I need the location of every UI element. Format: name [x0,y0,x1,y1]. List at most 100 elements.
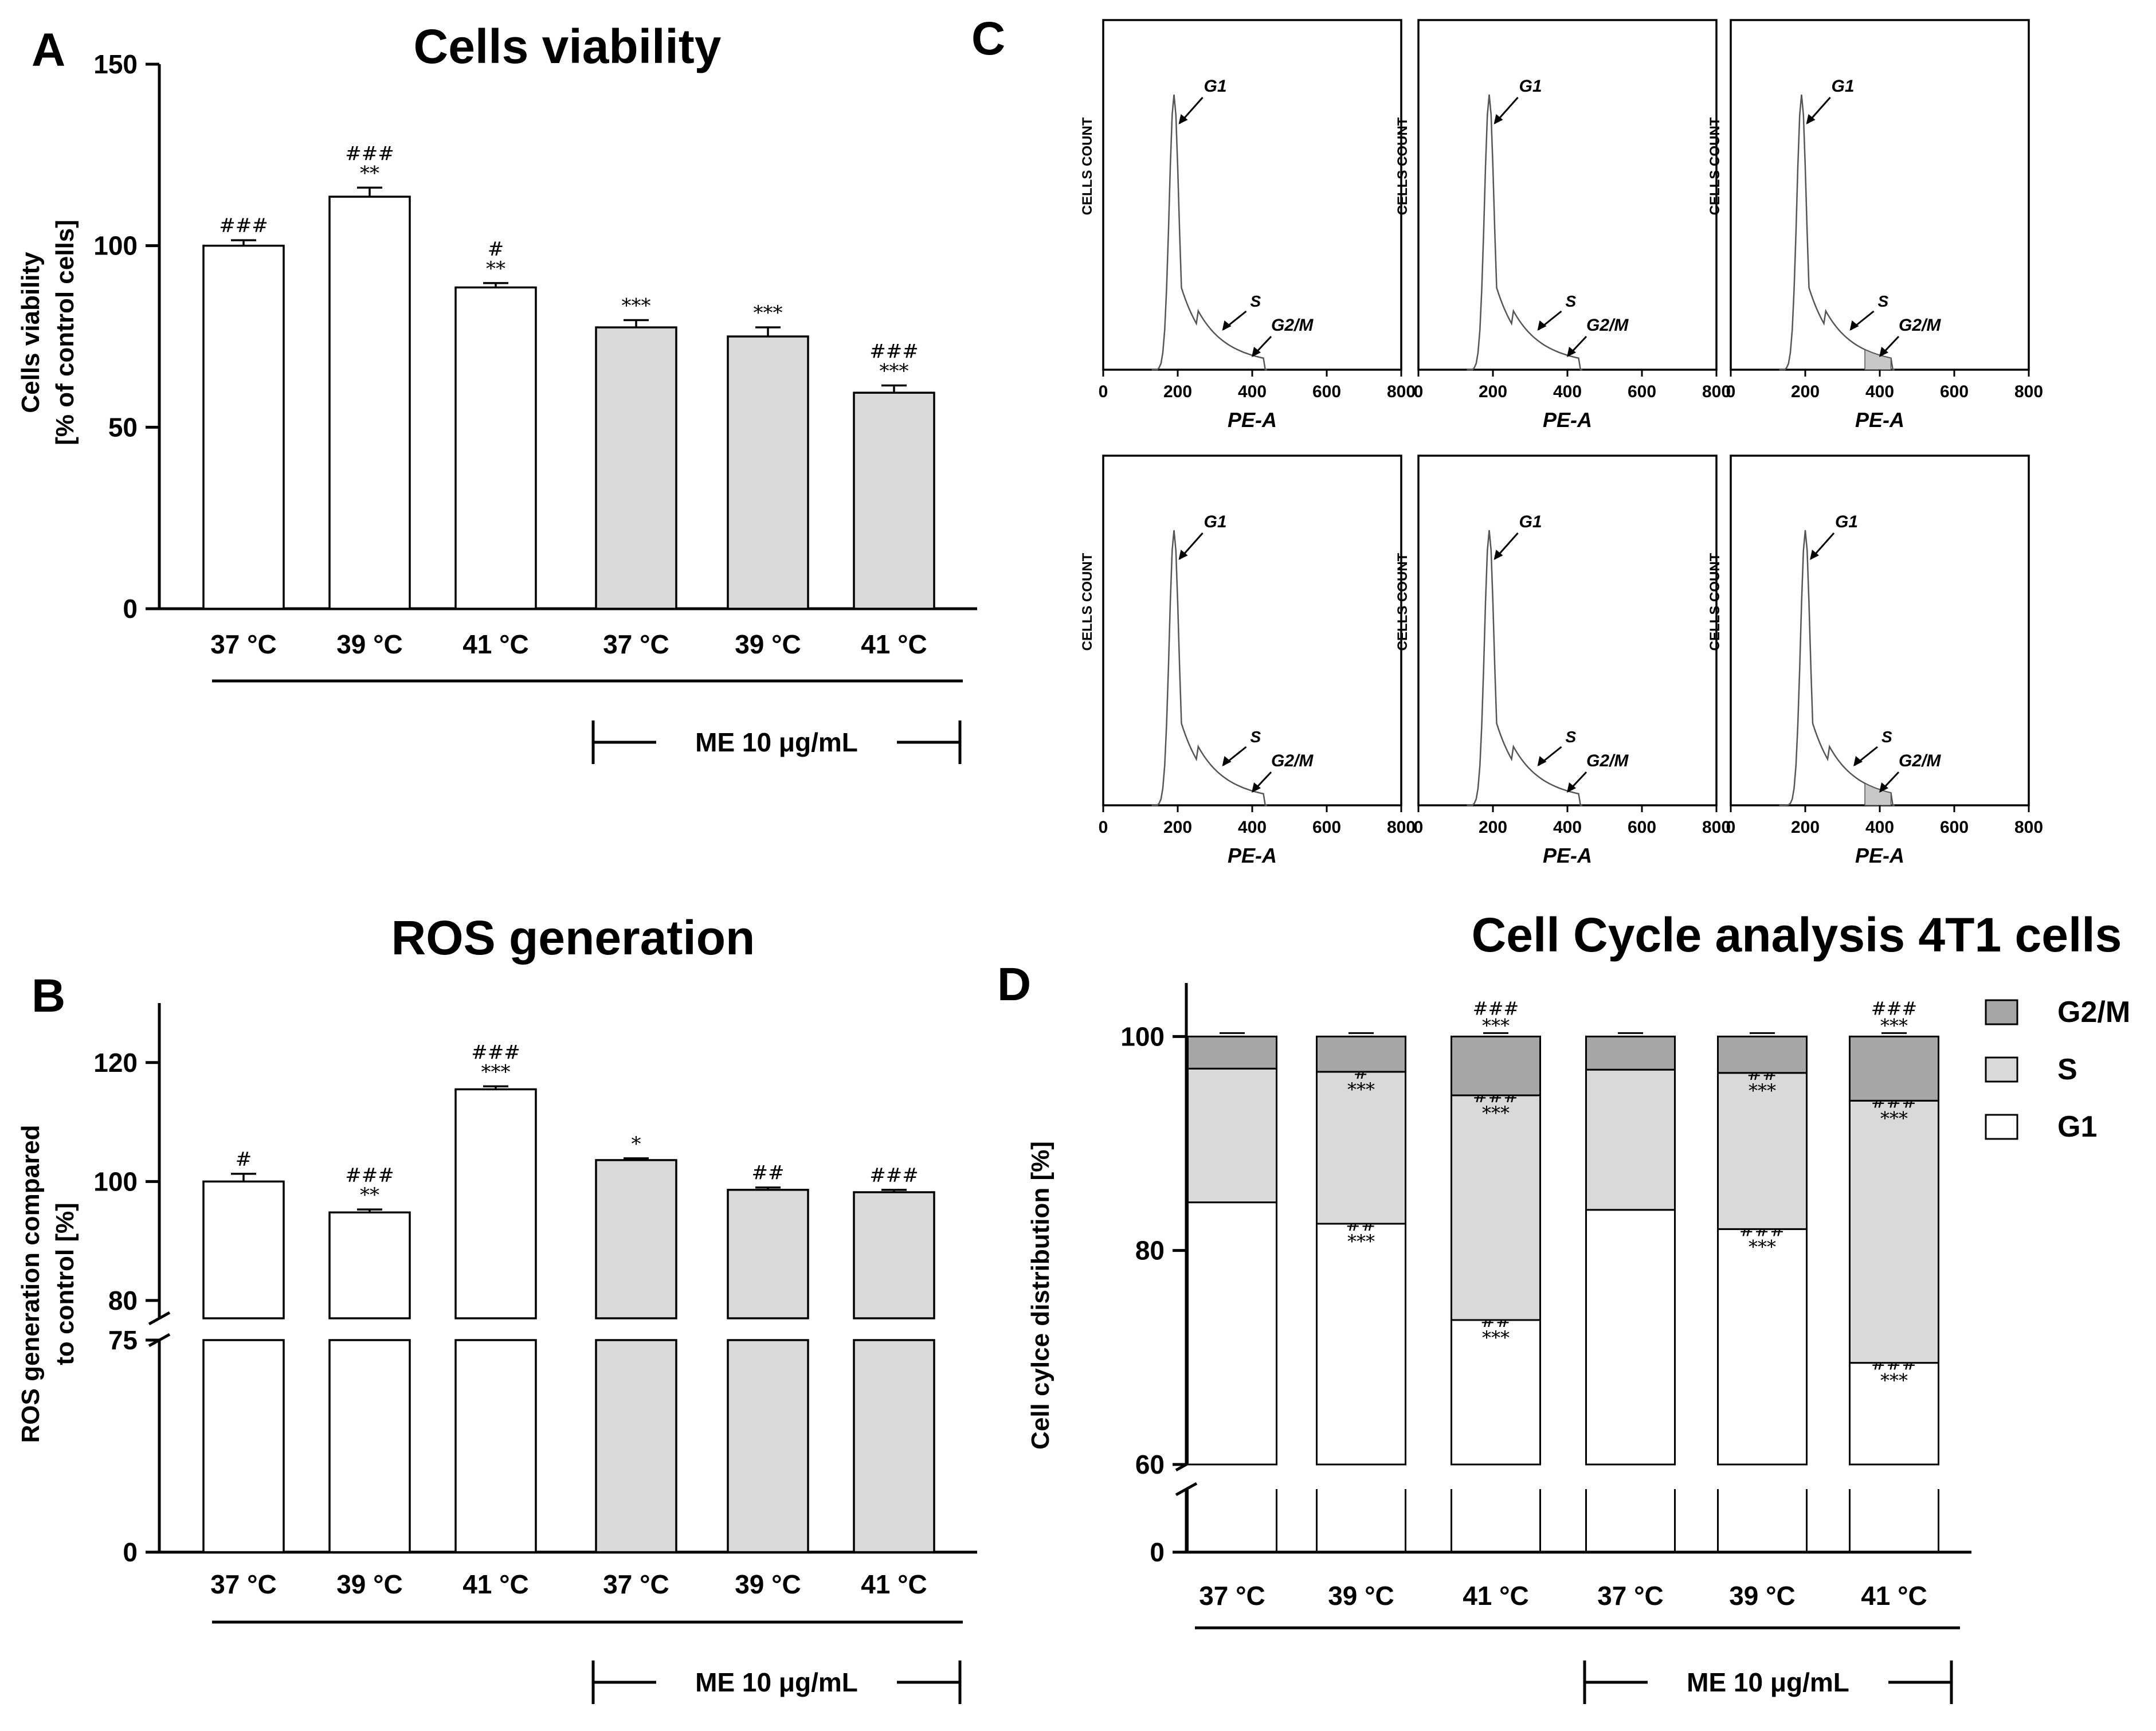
axis-break-mark [1175,1482,1198,1497]
significance-mark: ### [1473,997,1519,1019]
histogram-curve [1151,530,1267,806]
bar-upper [328,1211,411,1319]
x-tick-label: 39 °C [336,1569,403,1599]
significance-mark: ### [869,340,918,363]
y-tick-label: 80 [1135,1236,1165,1266]
chart-a-ylabel-1: Cells viability [17,252,45,413]
g1-arrowhead [1178,550,1188,560]
bar-upper [853,1191,935,1319]
x-tick-label: 41 °C [861,1569,927,1599]
significance-mark: ** [360,162,379,185]
x-tick-label: 39 °C [1729,1581,1796,1611]
x-tick-label: 200 [1479,382,1507,401]
y-tick-label: 80 [108,1286,138,1315]
bar-upper [454,1088,537,1319]
s-label: S [1566,292,1577,310]
bar [328,195,411,610]
x-tick-label: 800 [2014,382,2043,401]
bar [727,335,809,610]
x-tick-label: 200 [1163,382,1192,401]
stack-segment-s [1717,1072,1808,1230]
legend-swatch [1985,1056,2018,1083]
histogram-curve [1779,530,1895,806]
plot-frame [1102,19,1402,371]
y-tick-label: 50 [108,412,138,442]
s-label: S [1878,292,1889,310]
x-axis-label: PE-A [1228,844,1277,867]
bar [454,286,537,610]
x-tick-label: 0 [1414,382,1424,401]
x-tick-label: 400 [1865,382,1894,401]
y-tick-label: 0 [123,1537,138,1567]
chart-c: 0 200 400 600 800 PE-A CELLS COUNT G1 S G2/M 0 200 4… [1080,19,2043,867]
x-tick-label: 600 [1940,818,1969,837]
histogram-panel: 0 200 400 600 800 PE-A CELLS COUNT G1 S G2/M [1080,19,1416,432]
x-tick-label: 37 °C [1597,1581,1664,1611]
y-tick-label: 0 [1150,1537,1165,1567]
g2m-arrowhead [1567,782,1576,793]
x-axis-label: PE-A [1543,844,1592,867]
histogram-panel: 0 200 400 600 800 PE-A CELLS COUNT G1 S G2/M [1080,455,1416,867]
stack-segment-g2m [1717,1035,1808,1074]
significance-mark: *** [622,295,651,318]
y-tick-label: 150 [93,49,138,79]
stack-segment-s [1849,1099,1939,1364]
x-tick-label: 600 [1628,818,1656,837]
g1-label: G1 [1832,77,1855,96]
x-tick-label: 0 [1726,382,1736,401]
s-arrowhead [1537,756,1547,766]
y-axis-label: CELLS COUNT [1395,117,1410,215]
bar-lower [853,1339,935,1553]
x-tick-label: 37 °C [1199,1581,1265,1611]
stack-segment-g2m [1849,1035,1939,1102]
g2m-arrowhead [1879,782,1888,793]
stack-segment-g2m [1187,1035,1277,1070]
bar-upper [595,1159,677,1319]
x-axis-label: PE-A [1855,844,1904,867]
g2m-arrowhead [1879,347,1888,357]
x-tick-label: 39 °C [735,629,801,659]
bar [853,391,935,610]
x-tick-label: 41 °C [462,1569,529,1599]
x-tick-label: 600 [1312,382,1341,401]
x-tick-label: 400 [1553,382,1582,401]
y-axis-label: CELLS COUNT [1080,117,1095,215]
stack-segment-g2m [1585,1035,1676,1071]
significance-mark: *** [754,301,783,324]
y-tick-label: 60 [1135,1450,1165,1479]
significance-mark: ** [486,257,505,280]
x-tick-label: 41 °C [1861,1581,1927,1611]
g1-arrowhead [1806,114,1816,124]
y-tick-label: 100 [93,1166,138,1196]
significance-mark: *** [1749,1080,1776,1102]
plot-frame [1417,455,1718,806]
histogram-panel: 0 200 400 600 800 PE-A CELLS COUNT G1 S G2/M [1395,19,1731,432]
x-tick-label: 200 [1791,382,1820,401]
legend-label: G1 [2057,1110,2097,1143]
stack-segment-g1 [1585,1209,1676,1466]
significance-mark: *** [481,1060,511,1083]
s-label: S [1251,728,1261,746]
treatment-bracket-label: ME 10 μg/mL [695,727,858,757]
legend-swatch [1985,999,2018,1025]
g2m-label: G2/M [1899,316,1941,335]
g2m-shaded-region [1864,348,1892,370]
s-arrowhead [1849,320,1859,331]
x-tick-label: 41 °C [861,629,927,659]
histogram-panel: 0 200 400 600 800 PE-A CELLS COUNT G1 S G2/M [1707,455,2043,867]
chart-d-ylabel: Cell cylce distribution [%] [1026,1141,1055,1450]
x-tick-label: 400 [1553,818,1582,837]
legend-label: S [2057,1053,2077,1086]
y-axis-label: CELLS COUNT [1080,553,1095,651]
x-tick-label: 0 [1099,818,1108,837]
histogram-curve [1779,94,1895,371]
plot-frame [1417,19,1718,371]
panel-c-label: C [971,13,1005,65]
x-tick-label: 800 [2014,818,2043,837]
bar-upper [727,1189,809,1319]
significance-mark: *** [1347,1231,1375,1252]
x-tick-label: 200 [1479,818,1507,837]
plot-frame [1102,455,1402,806]
